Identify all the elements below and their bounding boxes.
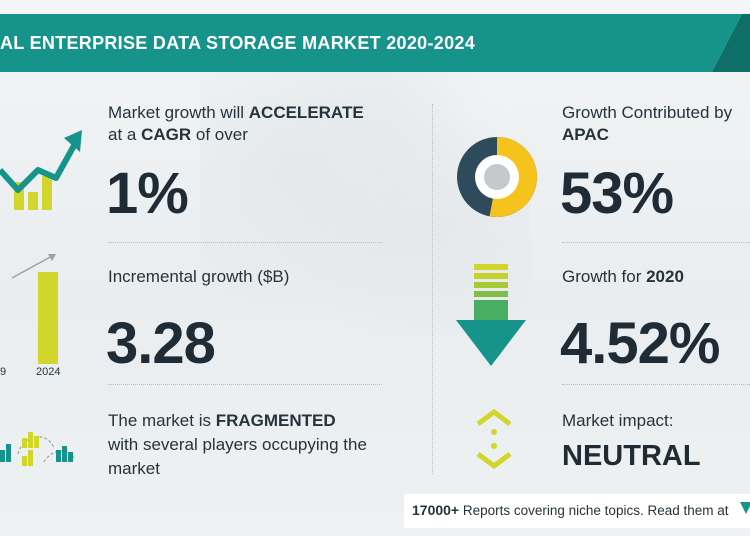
- divider: [562, 242, 750, 243]
- divider: [108, 384, 382, 385]
- cagr-label-line2: at a CAGR of over: [108, 125, 248, 144]
- apac-label-line2: APAC: [562, 125, 609, 144]
- axis-label-start: 9: [0, 366, 7, 378]
- market-label-line1: The market is FRAGMENTED: [108, 411, 336, 430]
- cagr-label-line1: Market growth will ACCELERATE: [108, 103, 364, 122]
- bar-2024: [38, 272, 58, 364]
- axis-label-2024: 2024: [36, 366, 61, 378]
- cagr-value: 1%: [106, 161, 189, 226]
- apac-label-line1: Growth Contributed by: [562, 103, 733, 122]
- growth-2020-label: Growth for 2020: [562, 267, 684, 286]
- apac-value: 53%: [560, 161, 674, 226]
- brand-logo-icon: [740, 502, 750, 514]
- footer-strip: [404, 494, 750, 528]
- divider: [108, 242, 382, 243]
- down-arrow-icon: [456, 264, 526, 366]
- incremental-value: 3.28: [106, 311, 216, 376]
- footer-text: 17000+ Reports covering niche topics. Re…: [412, 502, 729, 518]
- column-divider: [432, 104, 433, 474]
- incremental-bar-chart-icon: [11, 254, 58, 364]
- page-title: AL ENTERPRISE DATA STORAGE MARKET 2020-2…: [0, 33, 476, 53]
- neutral-impact-icon: [476, 408, 512, 470]
- market-label-line2: with several players occupying the: [108, 435, 367, 454]
- impact-value: NEUTRAL: [562, 440, 701, 472]
- apac-donut-icon: [457, 137, 538, 217]
- divider: [562, 384, 750, 385]
- growth-2020-value: 4.52%: [560, 311, 720, 376]
- growth-chart-icon: [0, 130, 82, 210]
- title-banner: [0, 14, 742, 72]
- impact-label: Market impact:: [562, 411, 674, 430]
- fragmented-market-icon: [0, 432, 75, 466]
- market-label-line3: market: [108, 459, 160, 478]
- incremental-label: Incremental growth ($B): [108, 267, 290, 286]
